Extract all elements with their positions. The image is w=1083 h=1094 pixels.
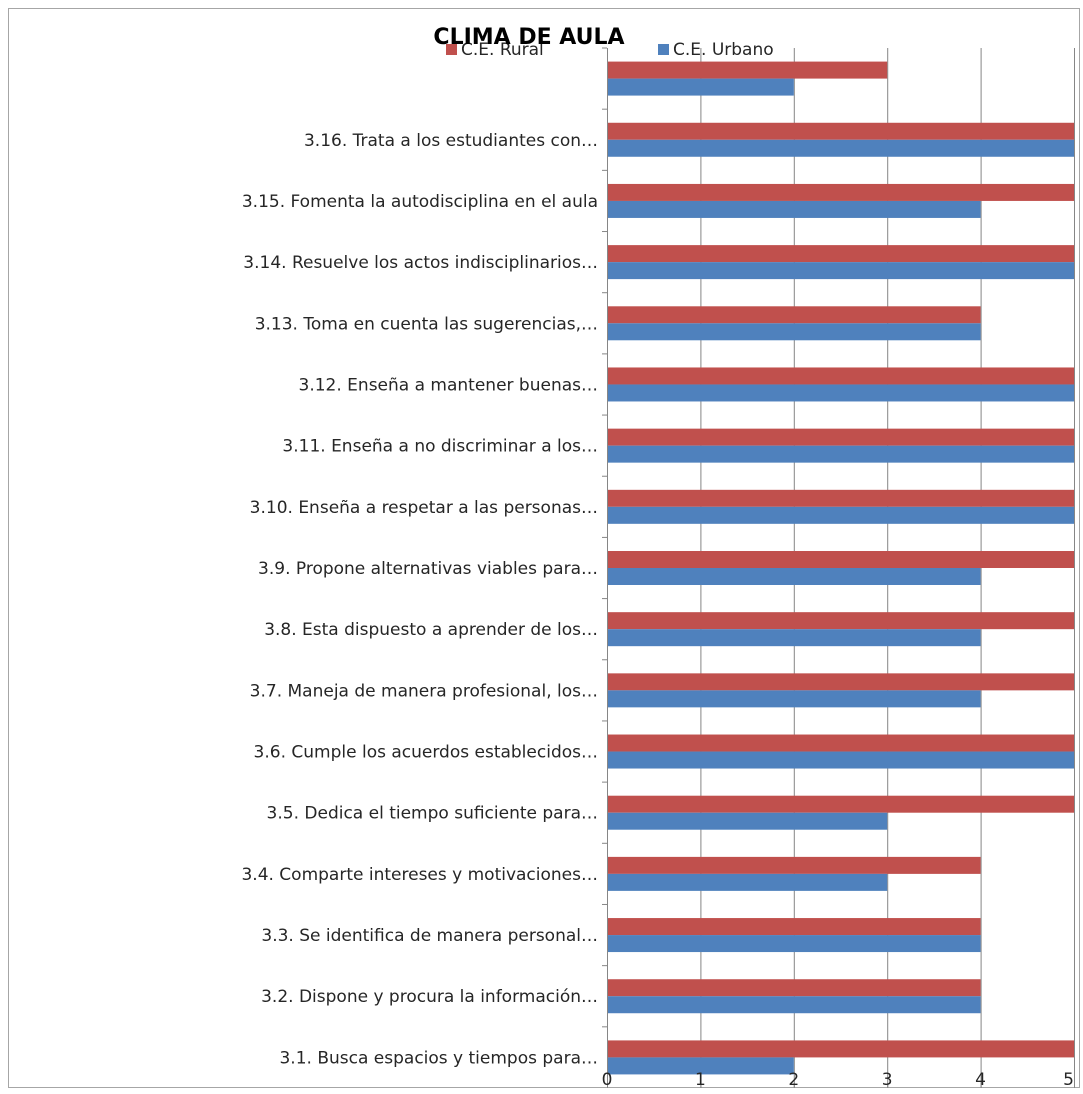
category-label: 3.11. Enseña a no discriminar a los… (282, 437, 598, 457)
category-label: 3.14. Resuelve los actos indisciplinario… (243, 253, 598, 273)
category-label: 3.3. Se identifica de manera personal… (261, 926, 598, 946)
bar-urbano-7 (607, 506, 1074, 524)
x-tick-label-3: 3 (882, 1070, 893, 1089)
bar-rural-2 (607, 183, 1074, 201)
category-label: 3.2. Dispone y procura la información… (261, 987, 598, 1007)
bar-rural-9 (607, 612, 1074, 630)
chart-frame: 3.16. Trata a los estudiantes con… 3.15. … (8, 8, 1080, 1089)
bar-urbano-1 (607, 139, 1074, 157)
bar-urbano-8 (607, 568, 981, 585)
bars (607, 61, 1074, 1075)
category-label: 3.4. Comparte intereses y motivaciones… (241, 865, 598, 885)
bar-rural-15 (607, 979, 981, 997)
category-label: 3.1. Busca espacios y tiempos para… (279, 1048, 598, 1068)
bar-urbano-14 (607, 935, 981, 953)
category-label: 3.7. Maneja de manera profesional, los… (250, 681, 598, 701)
category-label: 3.9. Propone alternativas viables para… (258, 559, 598, 579)
bar-rural-10 (607, 673, 1074, 691)
bar-rural-14 (607, 918, 981, 936)
bar-urbano-0 (607, 78, 794, 96)
bar-urbano-3 (607, 262, 1074, 280)
legend-swatch-urbano (658, 44, 669, 55)
bar-rural-12 (607, 795, 1074, 813)
bar-urbano-2 (607, 200, 981, 218)
bar-rural-6 (607, 428, 1074, 446)
bar-rural-11 (607, 734, 1074, 752)
x-tick-label-1: 1 (695, 1070, 706, 1089)
chart-title: CLIMA DE AULA (433, 25, 624, 50)
bar-urbano-16 (607, 1057, 794, 1075)
bar-rural-5 (607, 367, 1074, 385)
bar-urbano-10 (607, 690, 981, 708)
bar-rural-13 (607, 856, 981, 874)
category-label: 3.13. Toma en cuenta las sugerencias,… (255, 314, 598, 334)
bar-urbano-11 (607, 751, 1074, 769)
legend-label-urbano: C.E. Urbano (673, 40, 774, 60)
x-tick-label-5: 5 (1063, 1070, 1074, 1089)
category-label: 3.5. Dedica el tiempo suficiente para… (267, 804, 598, 824)
legend: C.E. Rural C.E. Urbano (446, 40, 774, 60)
bar-urbano-15 (607, 996, 981, 1014)
bar-urbano-4 (607, 323, 981, 341)
bar-urbano-6 (607, 445, 1074, 463)
category-label: 3.15. Fomenta la autodisciplina en el au… (242, 192, 598, 212)
category-label: 3.10. Enseña a respetar a las personas… (250, 498, 598, 518)
bar-rural-7 (607, 489, 1074, 507)
bar-rural-8 (607, 551, 1074, 568)
bar-urbano-5 (607, 384, 1074, 402)
x-tick-label-4: 4 (975, 1070, 986, 1089)
bar-rural-3 (607, 245, 1074, 263)
bar-rural-0 (607, 61, 888, 79)
axes (602, 47, 1075, 1088)
bar-rural-4 (607, 306, 981, 324)
category-labels: 3.16. Trata a los estudiantes con… 3.15. … (241, 131, 598, 1069)
category-label: 3.16. Trata a los estudiantes con… (304, 131, 598, 151)
x-tick-labels: 0 1 2 3 4 5 (602, 1070, 1074, 1089)
legend-label-rural: C.E. Rural (461, 40, 544, 60)
x-tick-label-0: 0 (602, 1070, 613, 1089)
bar-urbano-12 (607, 812, 888, 830)
bar-rural-1 (607, 122, 1074, 140)
category-label: 3.8. Esta dispuesto a aprender de los… (264, 620, 598, 640)
bar-urbano-13 (607, 873, 888, 891)
legend-swatch-rural (446, 44, 457, 55)
bar-urbano-9 (607, 629, 981, 647)
x-tick-label-2: 2 (788, 1070, 799, 1089)
bar-chart: 3.16. Trata a los estudiantes con… 3.15. … (241, 25, 1075, 1089)
bar-rural-16 (607, 1040, 1074, 1058)
category-label: 3.12. Enseña a mantener buenas… (299, 375, 598, 395)
category-label: 3.6. Cumple los acuerdos establecidos… (254, 743, 598, 763)
